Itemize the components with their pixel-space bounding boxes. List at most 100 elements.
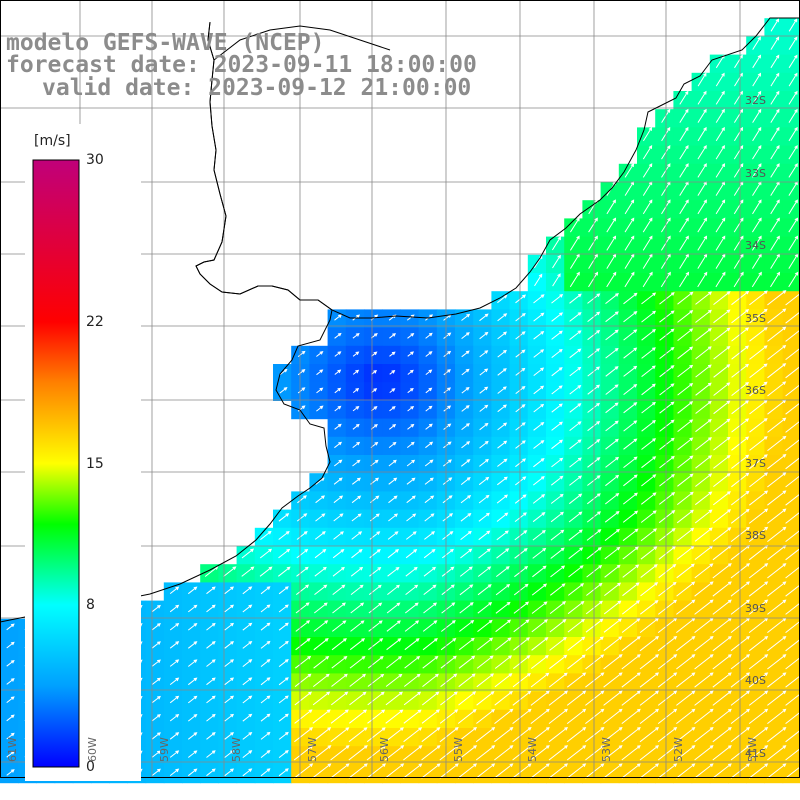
wind-arrow — [333, 513, 344, 522]
wind-arrow — [767, 563, 787, 579]
wind-arrow — [639, 654, 660, 670]
wind-arrow — [530, 763, 550, 779]
wind-arrow — [622, 564, 640, 578]
wind-arrow — [715, 144, 725, 160]
wind-arrow — [279, 368, 288, 376]
wind-arrow — [623, 329, 638, 341]
wind-arrow — [603, 654, 623, 670]
wind-arrow — [443, 350, 452, 357]
wind-arrow — [641, 383, 656, 396]
wind-arrow — [621, 618, 641, 633]
wind-arrow — [224, 732, 235, 740]
wind-arrow — [478, 476, 490, 486]
wind-arrow — [604, 492, 620, 505]
wind-arrow — [459, 619, 475, 632]
longitude-label: 59W — [158, 737, 171, 762]
wind-arrow — [495, 619, 512, 633]
wind-arrow — [366, 727, 386, 743]
longitude-label: 54W — [526, 737, 539, 762]
wind-arrow — [334, 351, 342, 357]
wind-arrow — [785, 602, 800, 615]
wind-arrow — [639, 763, 660, 779]
wind-arrow — [567, 583, 585, 596]
wind-arrow — [749, 399, 768, 415]
wind-arrow — [569, 475, 583, 486]
wind-arrow — [460, 512, 472, 522]
wind-arrow — [767, 745, 787, 761]
longitude-label: 57W — [306, 737, 319, 762]
wind-arrow — [369, 531, 381, 540]
longitude-label: 51W — [746, 737, 759, 762]
wind-arrow — [785, 438, 800, 451]
wind-arrow — [712, 563, 732, 579]
wind-arrow — [332, 566, 345, 577]
wind-arrow — [550, 493, 564, 504]
wind-arrow — [425, 351, 433, 357]
wind-arrow — [294, 691, 313, 706]
wind-arrow — [495, 566, 510, 577]
wind-arrow — [733, 144, 744, 160]
wind-arrow — [767, 690, 787, 706]
wind-arrow — [296, 566, 309, 577]
wind-arrow — [679, 217, 689, 233]
wind-arrow — [605, 311, 619, 323]
wind-arrow — [585, 745, 605, 761]
wind-arrow — [713, 454, 731, 469]
wind-arrow — [479, 404, 489, 412]
wind-arrow — [330, 745, 350, 761]
wind-arrow — [348, 763, 368, 779]
wind-arrow — [206, 695, 216, 704]
wind-arrow — [206, 750, 216, 758]
wind-arrow — [639, 600, 659, 615]
wind-arrow — [407, 387, 414, 394]
wind-arrow — [187, 768, 198, 777]
wind-arrow — [385, 691, 403, 706]
wind-arrow — [169, 622, 180, 631]
wind-arrow — [567, 600, 585, 615]
wind-arrow — [533, 421, 545, 431]
wind-arrow — [425, 405, 433, 412]
wind-arrow — [495, 637, 512, 651]
wind-arrow — [587, 384, 601, 395]
wind-arrow — [405, 584, 419, 595]
wind-arrow — [621, 636, 641, 652]
wind-arrow — [293, 745, 314, 761]
colorbar-tick-label: 8 — [86, 597, 95, 614]
wind-arrow — [460, 548, 473, 559]
wind-arrow — [494, 726, 514, 743]
wind-arrow — [748, 672, 769, 688]
wind-arrow — [6, 641, 15, 649]
wind-arrow — [367, 655, 384, 669]
wind-arrow — [603, 745, 623, 761]
wind-arrow — [734, 72, 743, 87]
wind-arrow — [297, 495, 307, 504]
wind-arrow — [679, 235, 689, 251]
wind-arrow — [752, 90, 762, 105]
wind-arrow — [733, 271, 744, 288]
wind-arrow — [785, 456, 800, 470]
wind-arrow — [458, 673, 476, 688]
wind-arrow — [694, 617, 714, 633]
wind-arrow — [694, 708, 714, 724]
wind-arrow — [676, 654, 696, 670]
wind-arrow — [622, 492, 638, 505]
wind-arrow — [332, 584, 346, 595]
wind-arrow — [352, 405, 360, 412]
wind-arrow — [639, 617, 659, 633]
wind-arrow — [457, 763, 478, 779]
wind-arrow — [403, 763, 423, 779]
wind-arrow — [366, 745, 387, 761]
wind-arrow — [659, 292, 675, 305]
wind-arrow — [566, 708, 587, 724]
wind-arrow — [403, 745, 423, 761]
wind-arrow — [659, 365, 675, 378]
wind-arrow — [676, 509, 694, 524]
wind-arrow — [352, 332, 360, 339]
wind-arrow — [404, 602, 419, 614]
wind-arrow — [621, 726, 641, 743]
wind-arrow — [657, 672, 678, 688]
wind-arrow — [605, 474, 620, 487]
wind-arrow — [443, 405, 452, 412]
wind-arrow — [713, 382, 731, 396]
wind-arrow — [313, 620, 329, 632]
